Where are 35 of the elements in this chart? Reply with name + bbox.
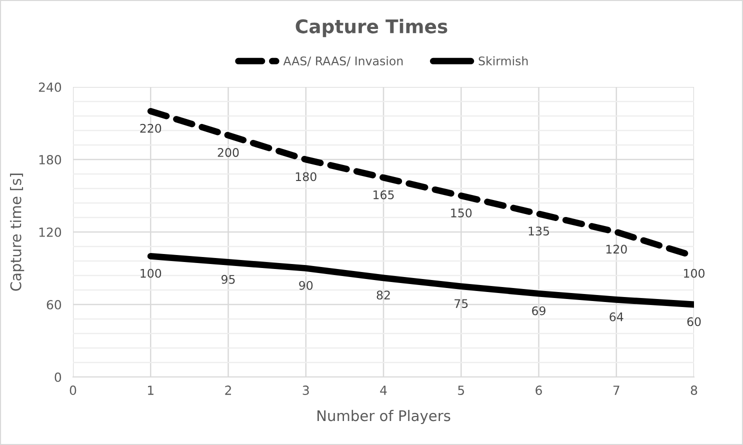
data-label: 100 [684, 268, 704, 278]
data-label: 95 [221, 274, 235, 284]
y-tick-label: 240 [38, 82, 62, 92]
y-tick-label: 0 [54, 372, 62, 382]
data-label: 82 [376, 290, 390, 300]
x-tick-label: 0 [70, 386, 76, 396]
x-tick-label: 6 [536, 386, 542, 396]
data-label: 165 [374, 190, 394, 200]
legend-label: AAS/ RAAS/ Invasion [283, 56, 403, 66]
data-label: 69 [532, 306, 546, 316]
data-label: 90 [299, 280, 313, 290]
data-label: 220 [140, 124, 162, 133]
y-tick-label: 180 [39, 154, 62, 164]
x-axis-title: Number of Players [317, 410, 450, 424]
data-label: 135 [528, 226, 549, 236]
y-axis-title: Capture time [s] [10, 174, 24, 291]
x-tick-label: 7 [613, 386, 620, 395]
x-tick-label: 2 [225, 386, 231, 395]
data-label: 120 [606, 244, 627, 254]
chart-title: Capture Times [296, 18, 448, 38]
data-label: 75 [454, 299, 468, 308]
data-label: 200 [218, 148, 239, 157]
y-tick-label: 120 [39, 227, 62, 237]
data-label: 64 [610, 312, 624, 322]
x-tick-label: 4 [380, 386, 387, 395]
x-tick-label: 3 [302, 386, 309, 396]
x-tick-label: 5 [458, 386, 464, 396]
y-tick-label: 60 [46, 300, 62, 310]
x-tick-label: 1 [148, 386, 154, 395]
x-tick-label: 8 [690, 386, 698, 396]
data-label: 150 [451, 208, 472, 218]
data-label: 60 [687, 317, 701, 326]
legend-label: Skirmish [478, 56, 528, 66]
data-label: 100 [140, 268, 162, 278]
data-label: 180 [296, 172, 316, 182]
